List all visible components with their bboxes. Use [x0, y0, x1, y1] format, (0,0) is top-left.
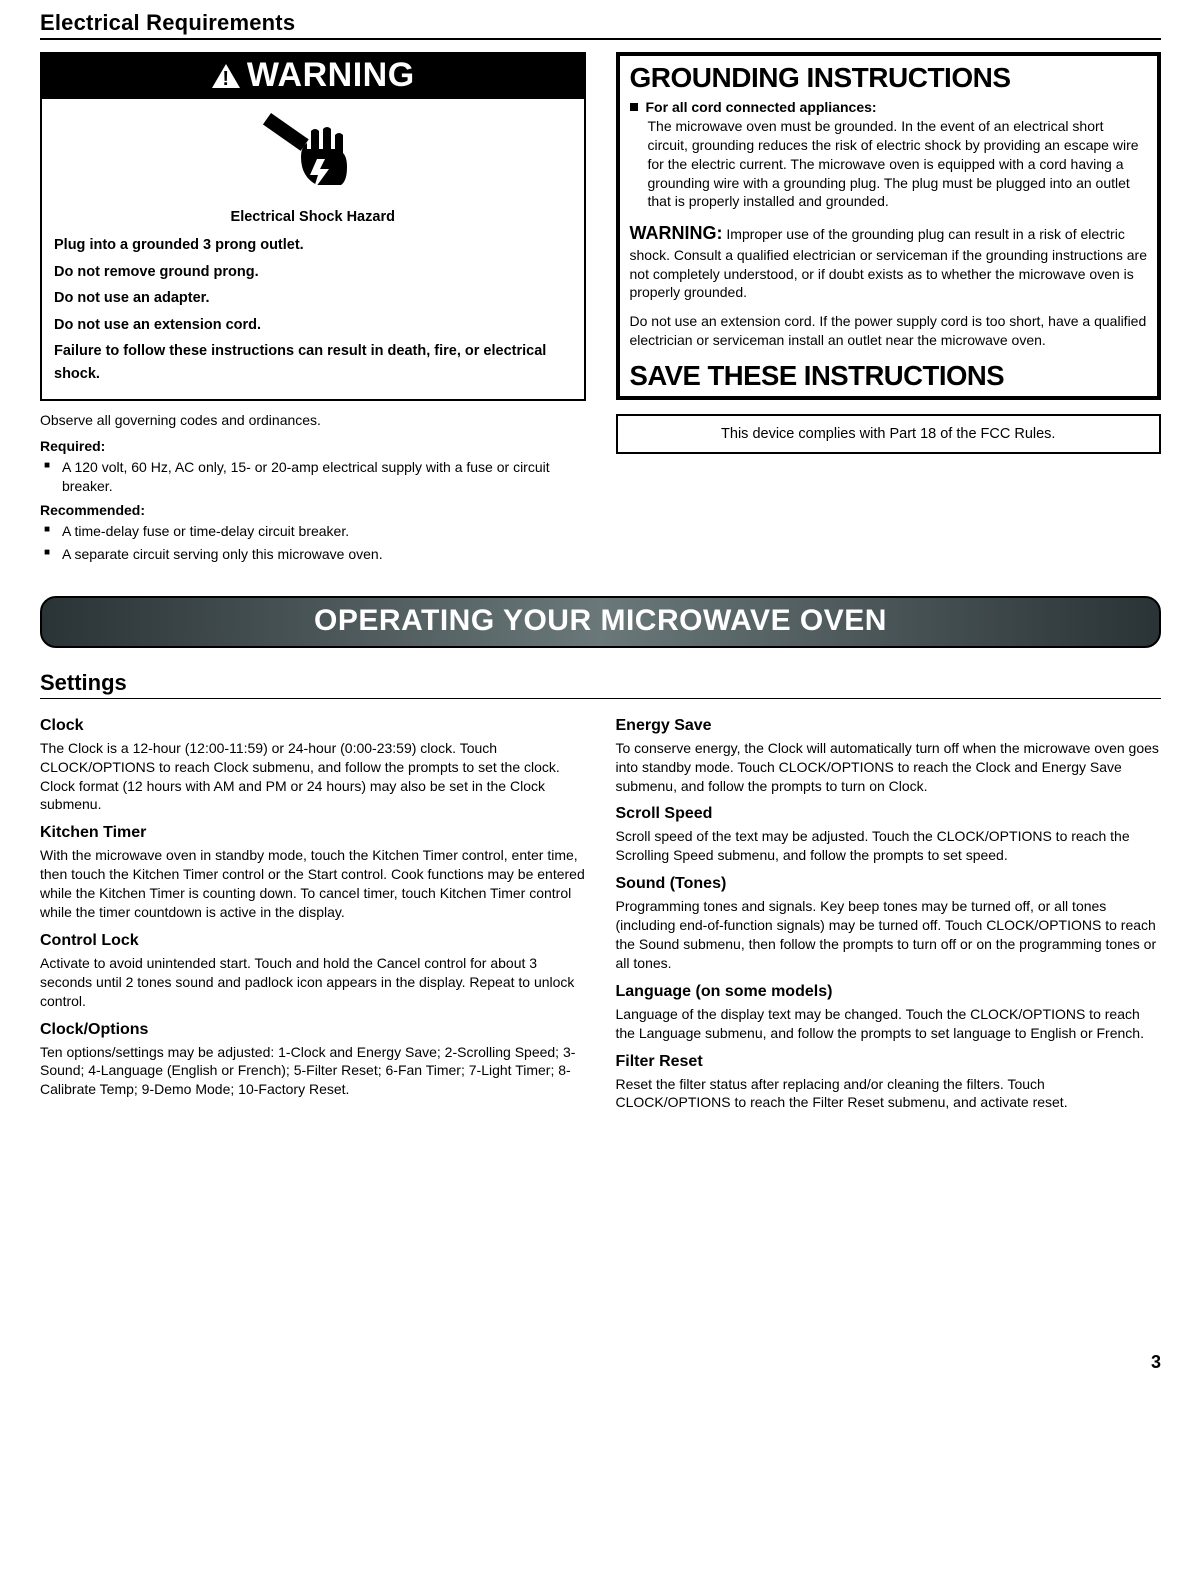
shock-hand-icon	[42, 99, 584, 206]
warning-box: ! WARNING Electrical Shock Hazard Plug i…	[40, 52, 586, 401]
grounding-bullet-body: The microwave oven must be grounded. In …	[648, 118, 1139, 210]
setting-head: Energy Save	[616, 717, 1162, 735]
required-list: A 120 volt, 60 Hz, AC only, 15- or 20-am…	[40, 458, 586, 496]
setting-head: Clock/Options	[40, 1021, 586, 1039]
electrical-two-col: ! WARNING Electrical Shock Hazard Plug i…	[40, 52, 1161, 568]
settings-two-col: Clock The Clock is a 12-hour (12:00-11:5…	[40, 713, 1161, 1123]
warning-line: Do not use an extension cord.	[54, 314, 572, 336]
recommended-list: A time-delay fuse or time-delay circuit …	[40, 522, 586, 564]
setting-body: The Clock is a 12-hour (12:00-11:59) or …	[40, 739, 586, 815]
warning-body: Electrical Shock Hazard Plug into a grou…	[42, 206, 584, 399]
setting-body: To conserve energy, the Clock will autom…	[616, 739, 1162, 796]
setting-head: Clock	[40, 717, 586, 735]
setting-body: Activate to avoid unintended start. Touc…	[40, 954, 586, 1011]
fcc-box: This device complies with Part 18 of the…	[616, 414, 1162, 454]
operating-banner: OPERATING YOUR MICROWAVE OVEN	[40, 596, 1161, 648]
setting-body: Programming tones and signals. Key beep …	[616, 897, 1162, 973]
setting-head: Language (on some models)	[616, 983, 1162, 1001]
list-item: A 120 volt, 60 Hz, AC only, 15- or 20-am…	[40, 458, 586, 496]
observe-line: Observe all governing codes and ordinanc…	[40, 411, 586, 430]
warning-line: Do not use an adapter.	[54, 287, 572, 309]
warning-header-text: WARNING	[247, 56, 415, 95]
setting-head: Kitchen Timer	[40, 824, 586, 842]
save-instructions-line: SAVE THESE INSTRUCTIONS	[630, 360, 1148, 392]
settings-title: Settings	[40, 670, 1161, 699]
grounding-extra-para: Do not use an extension cord. If the pow…	[630, 312, 1148, 350]
setting-body: Reset the filter status after replacing …	[616, 1075, 1162, 1113]
warning-header: ! WARNING	[42, 54, 584, 99]
recommended-label: Recommended:	[40, 502, 586, 518]
setting-head: Scroll Speed	[616, 805, 1162, 823]
left-col: ! WARNING Electrical Shock Hazard Plug i…	[40, 52, 586, 568]
warning-line: Plug into a grounded 3 prong outlet.	[54, 234, 572, 256]
page-number: 3	[40, 1352, 1161, 1373]
setting-head: Sound (Tones)	[616, 875, 1162, 893]
setting-body: Ten options/settings may be adjusted: 1-…	[40, 1043, 586, 1100]
settings-right-col: Energy Save To conserve energy, the Cloc…	[616, 713, 1162, 1123]
setting-head: Control Lock	[40, 932, 586, 950]
grounding-warning-para: WARNING: Improper use of the grounding p…	[630, 221, 1148, 302]
grounding-bullet: For all cord connected appliances: The m…	[630, 98, 1148, 211]
square-bullet-icon	[630, 103, 638, 111]
alert-triangle-icon: !	[211, 63, 241, 89]
svg-text:!: !	[222, 68, 229, 89]
right-col: GROUNDING INSTRUCTIONS For all cord conn…	[616, 52, 1162, 568]
grounding-title: GROUNDING INSTRUCTIONS	[630, 62, 1148, 94]
list-item: A time-delay fuse or time-delay circuit …	[40, 522, 586, 541]
section-title-electrical: Electrical Requirements	[40, 10, 1161, 40]
setting-body: Language of the display text may be chan…	[616, 1005, 1162, 1043]
inline-warning-label: WARNING:	[630, 223, 723, 243]
hazard-title: Electrical Shock Hazard	[54, 206, 572, 228]
grounding-bullet-lead: For all cord connected appliances:	[646, 99, 877, 115]
setting-body: Scroll speed of the text may be adjusted…	[616, 827, 1162, 865]
warning-line: Do not remove ground prong.	[54, 261, 572, 283]
settings-left-col: Clock The Clock is a 12-hour (12:00-11:5…	[40, 713, 586, 1123]
grounding-box: GROUNDING INSTRUCTIONS For all cord conn…	[616, 52, 1162, 400]
required-label: Required:	[40, 438, 586, 454]
setting-head: Filter Reset	[616, 1053, 1162, 1071]
list-item: A separate circuit serving only this mic…	[40, 545, 586, 564]
setting-body: With the microwave oven in standby mode,…	[40, 846, 586, 922]
warning-line: Failure to follow these instructions can…	[54, 340, 572, 385]
